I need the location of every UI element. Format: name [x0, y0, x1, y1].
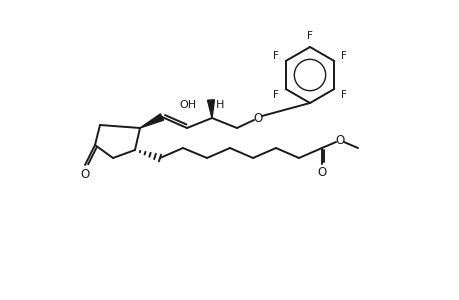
Text: O: O — [335, 134, 344, 146]
Text: F: F — [273, 89, 279, 100]
Text: O: O — [253, 112, 262, 124]
Text: O: O — [317, 167, 326, 179]
Polygon shape — [207, 100, 214, 118]
Text: F: F — [340, 50, 346, 61]
Text: F: F — [307, 31, 312, 41]
Text: OH: OH — [179, 100, 196, 110]
Text: O: O — [80, 167, 90, 181]
Polygon shape — [140, 114, 163, 128]
Text: F: F — [340, 89, 346, 100]
Text: F: F — [273, 50, 279, 61]
Text: H: H — [216, 100, 224, 110]
